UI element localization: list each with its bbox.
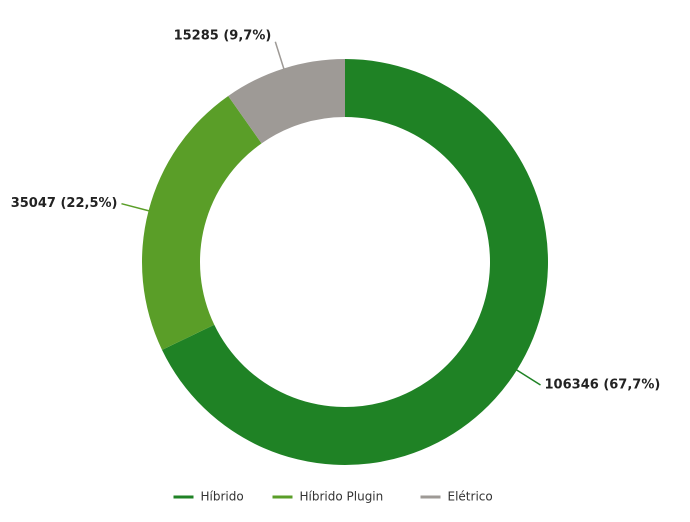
data-label: 35047 (22,5%) [11, 196, 118, 211]
leader-line [121, 202, 151, 213]
legend-label: Híbrido Plugin [300, 490, 384, 504]
data-label: 15285 (9,7%) [174, 28, 272, 43]
legend-label: Híbrido [201, 490, 244, 504]
leader-line [274, 41, 286, 71]
data-label: 106346 (67,7%) [545, 378, 661, 393]
donut-slice [141, 95, 262, 350]
legend-label: Elétrico [448, 490, 493, 504]
leader-line [514, 368, 541, 386]
donut-slice [162, 59, 548, 465]
donut-slice [228, 58, 345, 144]
